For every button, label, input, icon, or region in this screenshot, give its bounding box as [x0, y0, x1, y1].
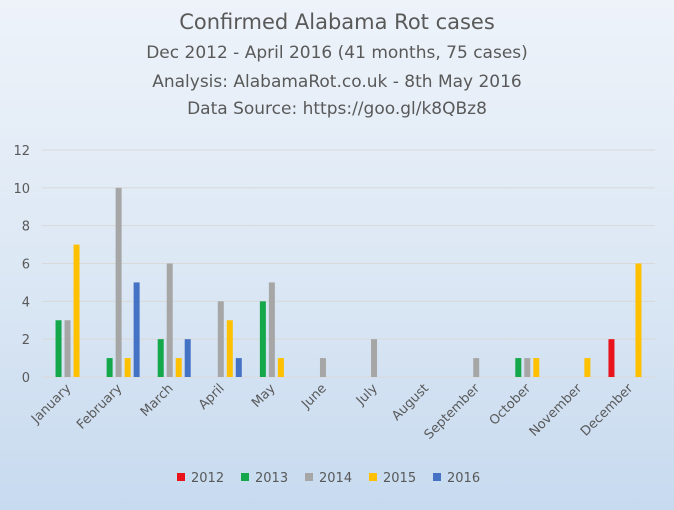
x-tick-label: November — [527, 381, 586, 440]
x-tick-label: January — [28, 381, 74, 427]
bar-2013-march — [157, 339, 164, 377]
bar-2015-december — [635, 263, 642, 377]
legend-label-2015: 2015 — [383, 471, 416, 486]
bar-2015-march — [175, 358, 182, 377]
y-tick-label: 8 — [22, 220, 30, 235]
bar-2013-february — [106, 358, 113, 377]
y-tick-label: 4 — [22, 295, 30, 310]
x-tick-label: July — [353, 381, 381, 409]
x-tick-label: April — [196, 381, 228, 413]
chart-subtitle-analysis: Analysis: AlabamaRot.co.uk - 8th May 201… — [152, 72, 522, 92]
legend-swatch-2016 — [433, 473, 441, 481]
legend-label-2014: 2014 — [319, 471, 352, 486]
x-tick-label: June — [298, 381, 329, 412]
legend-label-2016: 2016 — [447, 471, 480, 486]
y-tick-label: 10 — [13, 182, 30, 197]
bar-2015-november — [584, 358, 591, 377]
bar-2013-may — [259, 301, 266, 377]
bar-2013-january — [55, 320, 62, 377]
bar-2014-september — [473, 358, 480, 377]
x-tick-label: December — [578, 381, 637, 440]
bar-2015-may — [277, 358, 284, 377]
legend-swatch-2014 — [305, 473, 313, 481]
y-tick-label: 12 — [13, 144, 30, 159]
bar-2015-april — [226, 320, 233, 377]
bar-2016-april — [235, 358, 242, 377]
chart-subtitle-period: Dec 2012 - April 2016 (41 months, 75 cas… — [146, 43, 528, 63]
x-tick-label: May — [249, 381, 279, 411]
legend-label-2012: 2012 — [191, 471, 224, 486]
x-tick-label: September — [422, 381, 484, 443]
x-tick-label: October — [487, 381, 535, 429]
bar-2016-february — [133, 282, 140, 377]
chart-subtitle-source: Data Source: https://goo.gl/k8QBz8 — [187, 99, 487, 119]
legend-swatch-2015 — [369, 473, 377, 481]
bar-2015-october — [533, 358, 540, 377]
legend-label-2013: 2013 — [255, 471, 288, 486]
bar-2014-april — [217, 301, 224, 377]
x-tick-label: March — [138, 381, 177, 420]
bar-2014-july — [371, 339, 378, 377]
y-tick-label: 6 — [22, 258, 30, 273]
legend-swatch-2012 — [177, 473, 185, 481]
y-tick-label: 0 — [22, 371, 30, 386]
bar-2016-march — [184, 339, 191, 377]
bar-2015-february — [124, 358, 131, 377]
bar-2014-june — [319, 358, 326, 377]
bar-2014-february — [115, 187, 122, 377]
bar-2014-may — [268, 282, 275, 377]
bar-2014-march — [166, 263, 173, 377]
chart-title: Confirmed Alabama Rot cases — [179, 10, 495, 34]
bar-2014-october — [524, 358, 531, 377]
bar-2015-january — [73, 244, 80, 377]
x-tick-label: August — [389, 381, 432, 424]
bar-2013-october — [515, 358, 522, 377]
legend-swatch-2013 — [241, 473, 249, 481]
x-tick-label: February — [74, 381, 126, 433]
bar-2014-january — [64, 320, 71, 377]
bar-2012-december — [608, 339, 615, 377]
y-tick-label: 2 — [22, 333, 30, 348]
